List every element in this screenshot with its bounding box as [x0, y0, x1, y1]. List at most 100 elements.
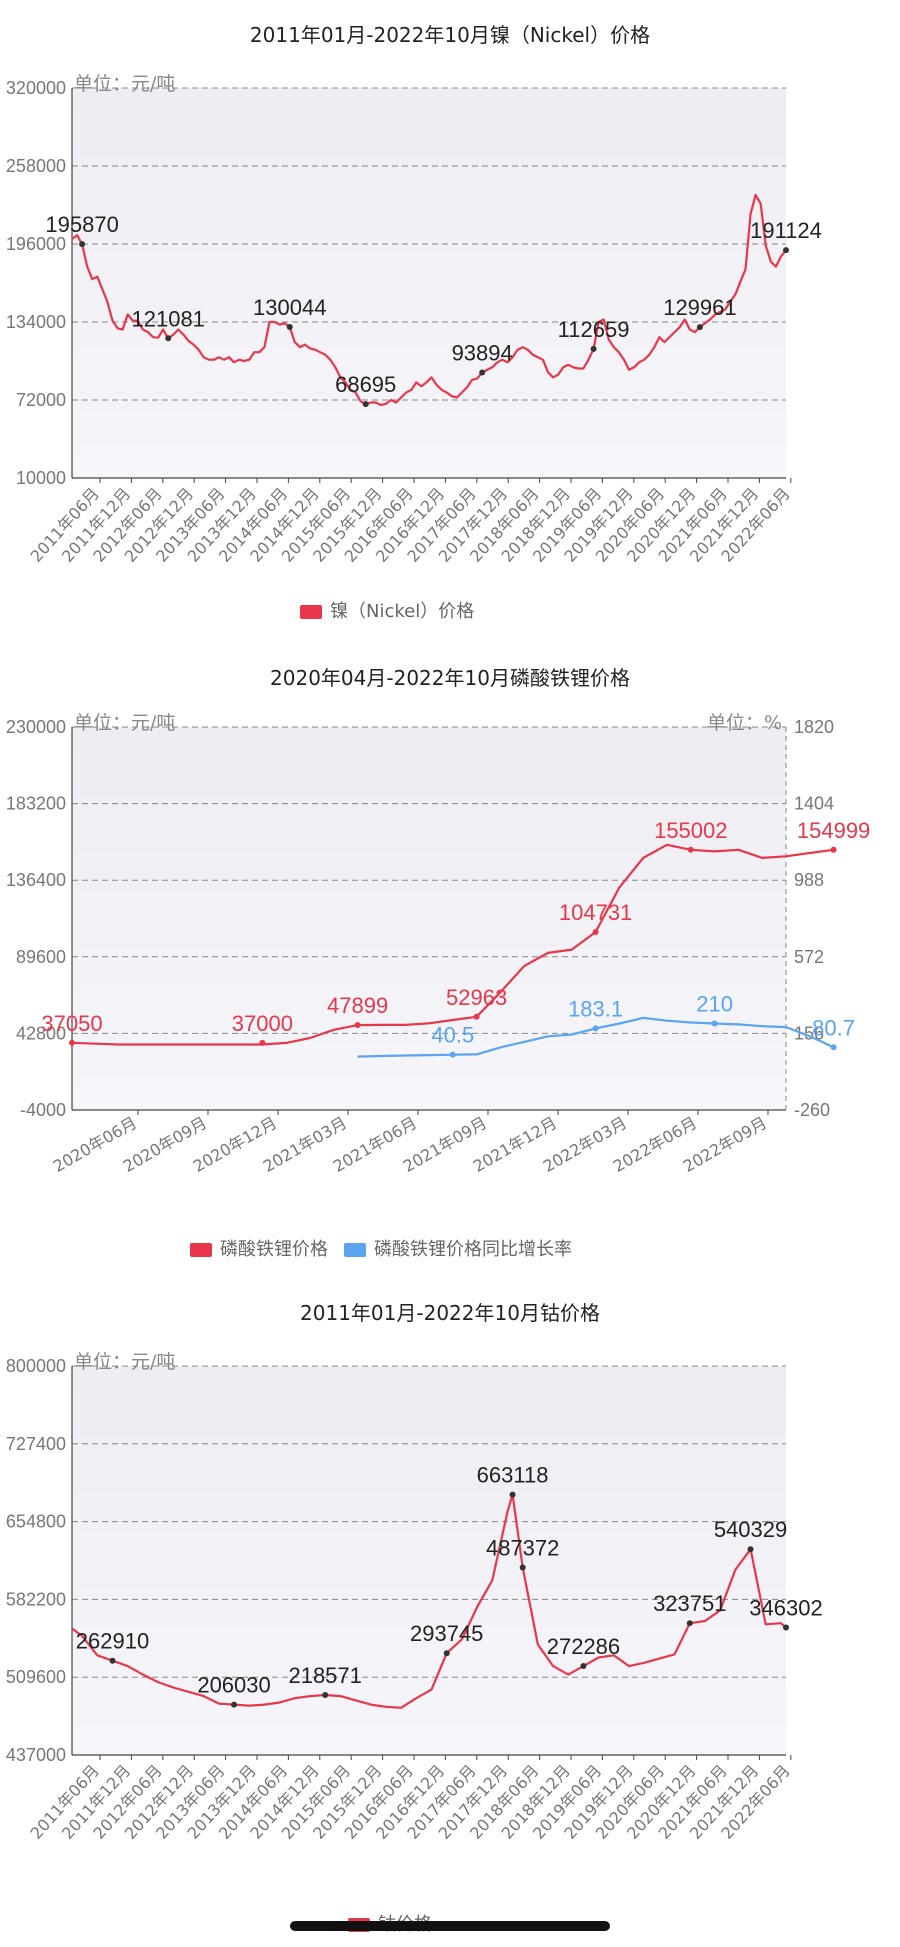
- data-point[interactable]: [592, 929, 599, 936]
- plot-area: [72, 1366, 786, 1755]
- y-tick-label: 42800: [16, 1023, 66, 1043]
- data-point[interactable]: [322, 1691, 329, 1698]
- y-tick-label: 10000: [16, 468, 66, 488]
- y-tick-label: 437000: [6, 1745, 66, 1765]
- data-point[interactable]: [479, 369, 486, 376]
- y-tick-label: 582200: [6, 1589, 66, 1609]
- data-label: 129961: [663, 295, 736, 320]
- data-point[interactable]: [231, 1701, 238, 1708]
- legend-label[interactable]: 磷酸铁锂价格: [220, 1239, 328, 1260]
- nickel-price-chart: 2011年01月-2022年10月镍（Nickel）价格 320000 258000…: [6, 23, 822, 622]
- data-point[interactable]: [519, 1564, 526, 1571]
- data-point[interactable]: [473, 1013, 480, 1020]
- data-point[interactable]: [509, 1491, 516, 1498]
- data-point[interactable]: [362, 401, 369, 408]
- data-label: 40.5: [431, 1023, 474, 1048]
- data-label: 154999: [797, 818, 870, 843]
- data-point[interactable]: [711, 1020, 718, 1027]
- legend-swatch[interactable]: [190, 1243, 212, 1257]
- data-point[interactable]: [79, 241, 86, 248]
- data-label: 121081: [132, 306, 205, 331]
- y-tick-label: 136400: [6, 870, 66, 890]
- data-label: 293745: [410, 1621, 483, 1646]
- data-point[interactable]: [686, 1620, 693, 1627]
- data-label: 663118: [477, 1463, 549, 1488]
- data-point[interactable]: [830, 1044, 837, 1051]
- y-tick-label: 89600: [16, 947, 66, 967]
- home-indicator[interactable]: [290, 1921, 610, 1931]
- y-tick-label: 320000: [6, 78, 66, 98]
- unit-label-right: 单位：%: [707, 712, 782, 734]
- y-tick-label: 258000: [6, 156, 66, 176]
- y-right-tick-label: 1404: [794, 794, 834, 814]
- data-point[interactable]: [354, 1022, 361, 1029]
- data-label: 210: [696, 991, 733, 1016]
- y-tick-label: 654800: [6, 1512, 66, 1532]
- data-label: 195870: [45, 212, 118, 237]
- data-point[interactable]: [747, 1546, 754, 1553]
- legend-label[interactable]: 镍（Nickel）价格: [330, 601, 474, 622]
- data-point[interactable]: [443, 1650, 450, 1657]
- y-right-tick-label: 1820: [794, 717, 834, 737]
- data-point[interactable]: [783, 247, 789, 254]
- series-line-0: [71, 843, 834, 1046]
- data-label: 487372: [486, 1535, 559, 1560]
- series-line-0: [71, 193, 787, 407]
- data-label: 218571: [288, 1663, 361, 1688]
- data-point[interactable]: [69, 1039, 75, 1046]
- data-point[interactable]: [286, 323, 293, 330]
- data-label: 206030: [197, 1673, 270, 1698]
- legend-swatch[interactable]: [344, 1243, 366, 1257]
- y-tick-label: 72000: [16, 390, 66, 410]
- data-point[interactable]: [259, 1039, 266, 1046]
- y-tick-label: 134000: [6, 312, 66, 332]
- lfp-price-chart: 2020年04月-2022年10月磷酸铁锂价格 230000 1820 183200 1…: [6, 666, 870, 1260]
- y-tick-label: 183200: [6, 794, 66, 814]
- legend-swatch[interactable]: [300, 605, 322, 619]
- data-label: 262910: [76, 1629, 149, 1654]
- data-label: 52963: [446, 985, 507, 1010]
- data-point[interactable]: [590, 345, 597, 352]
- unit-label: 单位：元/吨: [74, 73, 175, 95]
- data-point[interactable]: [449, 1051, 456, 1058]
- series-line-0: [71, 1493, 787, 1709]
- y-tick-label: 727400: [6, 1434, 66, 1454]
- y-tick-label: 196000: [6, 234, 66, 254]
- y-tick-label: -4000: [20, 1100, 66, 1120]
- data-point[interactable]: [580, 1663, 587, 1670]
- unit-label: 单位：元/吨: [74, 1351, 175, 1373]
- legend-label[interactable]: 磷酸铁锂价格同比增长率: [374, 1239, 572, 1260]
- data-point[interactable]: [109, 1657, 116, 1664]
- y-tick-label: 800000: [6, 1356, 66, 1376]
- unit-label: 单位：元/吨: [74, 712, 175, 734]
- cobalt-price-chart: 2011年01月-2022年10月钴价格 800000 727400 654800 58…: [6, 1301, 823, 1935]
- data-point[interactable]: [592, 1025, 599, 1032]
- data-point[interactable]: [696, 324, 703, 331]
- y-right-tick-label: 572: [794, 947, 824, 967]
- y-tick-label: 230000: [6, 717, 66, 737]
- plot-area: [72, 727, 786, 1110]
- y-tick-label: 509600: [6, 1667, 66, 1687]
- data-label: 272286: [547, 1634, 620, 1659]
- data-label: 191124: [750, 218, 822, 243]
- data-point[interactable]: [165, 335, 172, 342]
- chart-title: 2011年01月-2022年10月钴价格: [300, 1301, 600, 1325]
- y-right-tick-label: 988: [794, 870, 824, 890]
- chart-title: 2011年01月-2022年10月镍（Nickel）价格: [250, 23, 650, 47]
- data-label: 155002: [654, 818, 727, 843]
- data-label: 47899: [327, 993, 388, 1018]
- data-label: 68695: [335, 372, 396, 397]
- data-label: 112659: [558, 317, 630, 342]
- data-label: 183.1: [568, 996, 623, 1021]
- data-label: 323751: [653, 1591, 726, 1616]
- data-label: 540329: [714, 1517, 787, 1542]
- plot-area: [72, 88, 786, 478]
- data-point[interactable]: [687, 846, 694, 853]
- data-point[interactable]: [783, 1624, 789, 1631]
- data-label: 80.7: [812, 1015, 855, 1040]
- data-point[interactable]: [830, 846, 837, 853]
- data-label: 93894: [452, 340, 513, 365]
- data-label: 37000: [232, 1011, 293, 1036]
- y-right-tick-label: -260: [794, 1100, 830, 1120]
